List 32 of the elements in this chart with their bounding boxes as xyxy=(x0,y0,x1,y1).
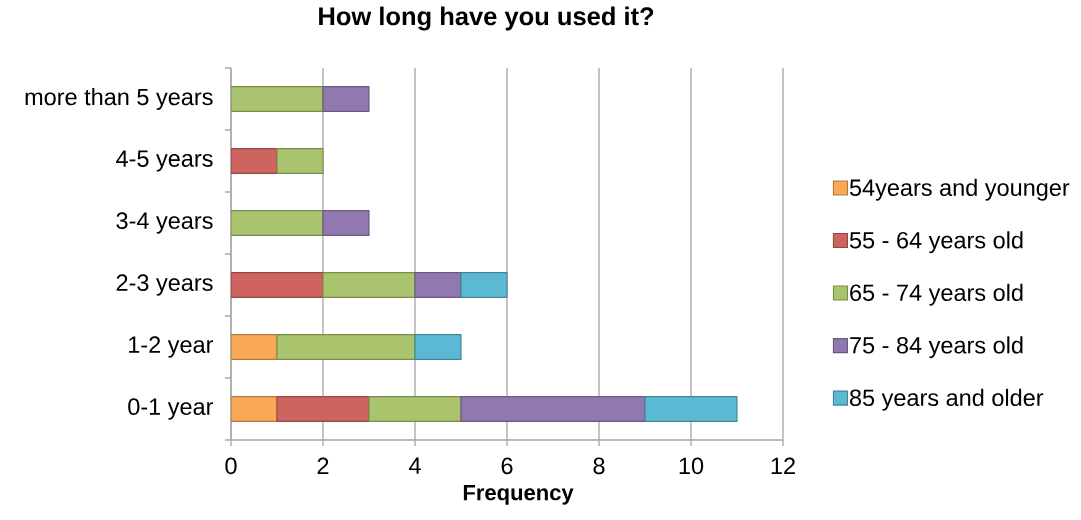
x-tick-label: 10 xyxy=(679,457,704,475)
x-tick-label: 4 xyxy=(409,457,421,474)
bar xyxy=(322,210,370,236)
chart-title: How long have you used it? xyxy=(319,6,654,31)
bar xyxy=(322,86,370,112)
bar xyxy=(276,148,324,174)
bar xyxy=(276,396,370,422)
bar xyxy=(276,334,416,360)
y-tick-label: 2-3 years xyxy=(116,274,213,296)
bar xyxy=(322,272,416,298)
y-tick-label: 1-2 year xyxy=(129,336,214,358)
y-tick-label: more than 5 years xyxy=(25,88,213,110)
y-tick-label: 3-4 years xyxy=(116,212,213,234)
bar xyxy=(644,396,738,422)
bar xyxy=(414,334,462,360)
bar xyxy=(414,272,462,298)
x-tick-label: 8 xyxy=(593,457,605,475)
x-axis-title: Frequency xyxy=(463,484,574,505)
x-tick-label: 2 xyxy=(317,457,329,474)
legend-label: 55 - 64 years old xyxy=(849,231,1023,254)
x-tick-label: 0 xyxy=(225,457,237,475)
x-tick-label: 6 xyxy=(501,457,513,475)
legend-label: 54years and younger xyxy=(849,178,1070,201)
bar xyxy=(460,272,508,298)
x-tick-label: 12 xyxy=(771,457,795,474)
legend-label: 65 - 74 years old xyxy=(850,283,1023,306)
y-tick-label: 0-1 year xyxy=(128,398,214,420)
bar xyxy=(460,396,646,422)
bar xyxy=(368,396,462,422)
legend-label: 75 - 84 years old xyxy=(850,336,1023,359)
y-tick-label: 4-5 years xyxy=(116,150,213,172)
legend-label: 85 years and older xyxy=(850,388,1044,411)
